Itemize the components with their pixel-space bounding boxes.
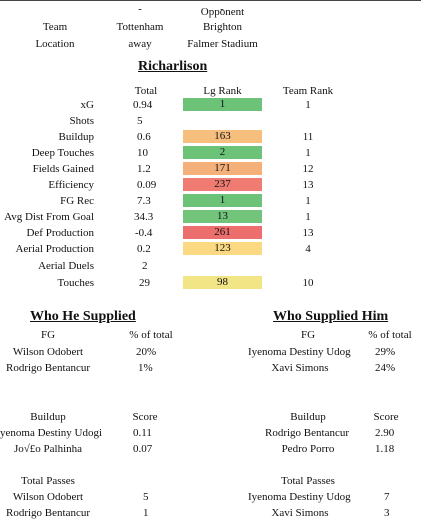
stat-total: 0.2 [137, 243, 151, 255]
stat-total: 29 [139, 277, 150, 289]
list-item: yenoma Destiny Udogi [0, 427, 103, 439]
list-item-value: 24% [375, 362, 396, 374]
list-item-value: 5 [143, 491, 149, 503]
passes-header-left: Total Passes [21, 475, 75, 487]
header-opponent-dash: - [220, 3, 224, 15]
stat-label: xG [80, 99, 94, 111]
list-item: Rodrigo Bentancur [5, 362, 90, 374]
stat-total: 5 [137, 115, 143, 127]
header-team-dash: - [138, 3, 142, 15]
list-item-value: 3 [384, 507, 390, 519]
lg-rank-cell: 2 [183, 146, 262, 159]
list-item: Rodrigo Bentancur [5, 507, 90, 519]
lg-rank-cell: 171 [183, 162, 262, 175]
list-item-value: 29% [375, 346, 396, 358]
list-item-value: 20% [136, 346, 157, 358]
list-item-value: 1 [143, 507, 149, 519]
stat-team-rank: 1 [305, 195, 311, 207]
location-value: away [128, 38, 152, 50]
col-total-header: Total [134, 85, 158, 97]
stat-total: 1.2 [137, 163, 151, 175]
pct-header-right: % of total [368, 329, 412, 341]
fg-header-left: FG [40, 329, 56, 341]
lg-rank-cell: 13 [183, 210, 262, 223]
lg-rank-cell: 261 [183, 226, 262, 239]
list-item: Wilson Odobert [12, 491, 84, 503]
stat-total: 0.6 [137, 131, 151, 143]
stat-total: 0.94 [133, 99, 153, 111]
lg-rank-cell: 98 [183, 276, 262, 289]
passes-header-right: Total Passes [281, 475, 335, 487]
lg-rank-cell: 237 [183, 178, 262, 191]
stat-team-rank: 1 [305, 99, 311, 111]
stat-team-rank: 1 [305, 211, 311, 223]
stat-total: 7.3 [137, 195, 151, 207]
buildup-header-left: Buildup [30, 411, 66, 423]
stat-team-rank: 11 [302, 131, 314, 143]
stat-total: 10 [137, 147, 148, 159]
stat-label: Touches [57, 277, 95, 289]
stat-team-rank: 4 [305, 243, 311, 255]
pct-header-left: % of total [129, 329, 173, 341]
lg-rank-cell: 1 [183, 98, 262, 111]
stat-team-rank: 13 [302, 179, 314, 191]
location-label: Location [35, 38, 75, 50]
opponent-value: Brighton [202, 21, 243, 33]
lg-rank-cell: 123 [183, 242, 262, 255]
stat-total: 34.3 [134, 211, 154, 223]
stat-total: 0.09 [137, 179, 157, 191]
buildup-header-right: Buildup [290, 411, 326, 423]
stat-label: Buildup [58, 131, 94, 143]
stat-label: FG Rec [60, 195, 94, 207]
list-item: Xavi Simons [271, 362, 329, 374]
list-item: Iyenoma Destiny Udogi [248, 346, 351, 358]
list-item-value: 1.18 [375, 443, 395, 455]
list-item: Xavi Simons [271, 507, 329, 519]
stat-label: Aerial Duels [38, 260, 94, 272]
stat-label: Deep Touches [31, 147, 94, 159]
list-item-value: 2.90 [375, 427, 395, 439]
col-team-rank-header: Team Rank [282, 85, 334, 97]
list-item-value: 0.07 [133, 443, 153, 455]
stat-label: Avg Dist From Goal [4, 211, 94, 223]
stat-label: Def Production [26, 227, 94, 239]
header-opponent-label: Opponent [200, 6, 245, 18]
team-value: Tottenham [116, 21, 164, 33]
lg-rank-cell: 163 [183, 130, 262, 143]
team-label: Team [42, 21, 68, 33]
top-rule [0, 0, 421, 1]
stat-label: Aerial Production [15, 243, 94, 255]
list-item-value: 7 [384, 491, 390, 503]
list-item: Jo√£o Palhinha [13, 443, 83, 455]
list-item-value: 1% [138, 362, 153, 374]
stat-team-rank: 13 [302, 227, 314, 239]
stat-label: Fields Gained [32, 163, 94, 175]
stat-team-rank: 10 [302, 277, 314, 289]
player-name: Richarlison [138, 59, 208, 74]
score-header-left: Score [132, 411, 158, 423]
list-item: Rodrigo Bentancur [264, 427, 349, 439]
stadium-value: Falmer Stadium [187, 38, 258, 50]
stat-total: 2 [142, 260, 148, 272]
list-item: Iyenoma Destiny Udogi [248, 491, 351, 503]
stat-team-rank: 1 [305, 147, 311, 159]
lg-rank-cell: 1 [183, 194, 262, 207]
col-lg-rank-header: Lg Rank [203, 85, 242, 97]
who-he-supplied-title: Who He Supplied [30, 309, 136, 324]
list-item: Wilson Odobert [12, 346, 84, 358]
who-supplied-him-title: Who Supplied Him [273, 309, 389, 324]
stat-total: -0.4 [135, 227, 153, 239]
stat-label: Efficiency [48, 179, 94, 191]
score-header-right: Score [373, 411, 399, 423]
fg-header-right: FG [300, 329, 316, 341]
stat-team-rank: 12 [302, 163, 314, 175]
list-item-value: 0.11 [133, 427, 152, 439]
stat-label: Shots [69, 115, 94, 127]
list-item: Pedro Porro [281, 443, 335, 455]
